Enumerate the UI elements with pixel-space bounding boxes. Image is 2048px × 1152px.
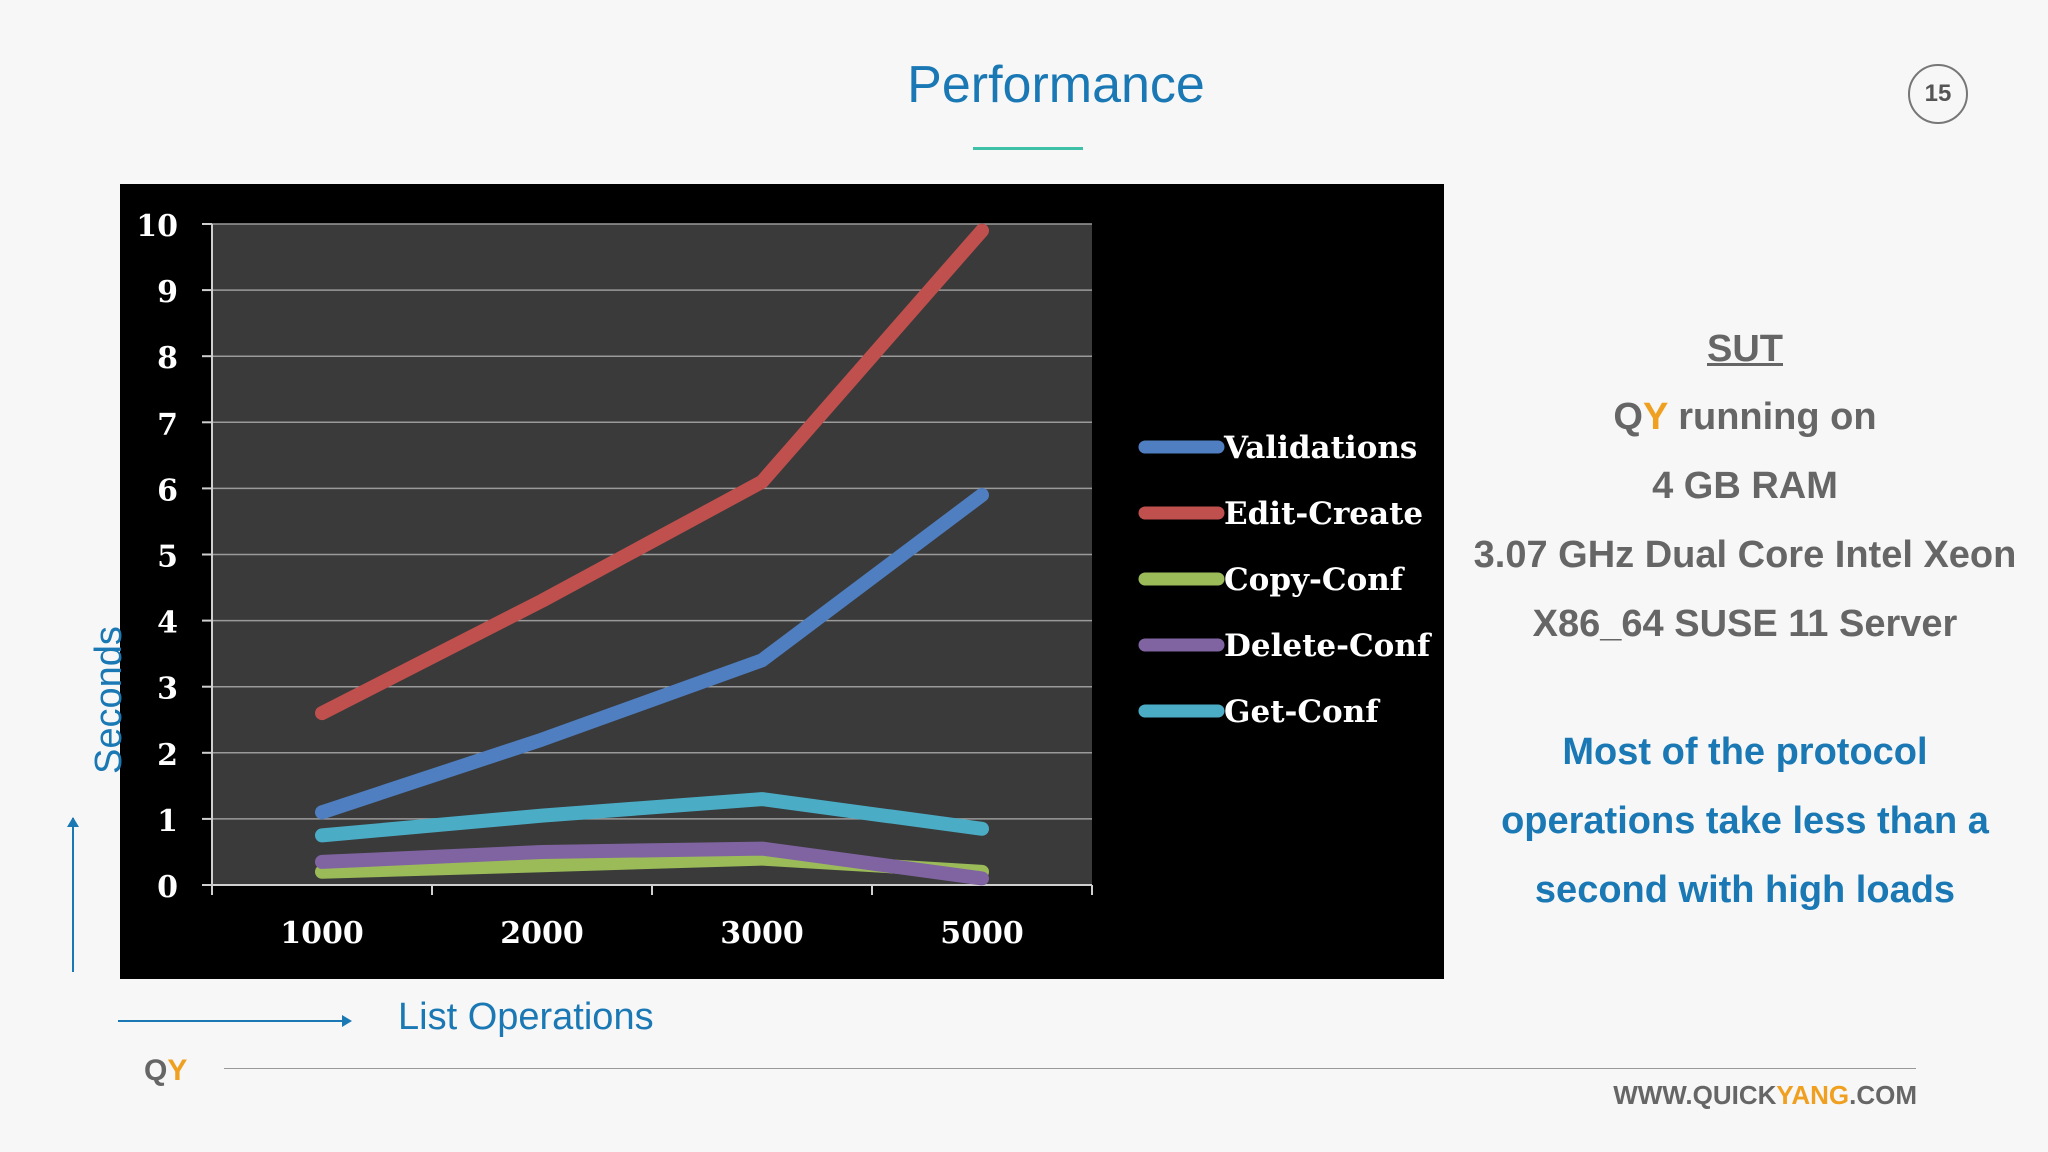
data-point-edit-create (979, 227, 985, 234)
data-point-validations (319, 809, 325, 816)
x-tick-label: 5000 (940, 916, 1024, 951)
x-tick-label: 2000 (500, 916, 584, 951)
footer-logo: QY (144, 1054, 187, 1088)
y-tick-label: 6 (157, 473, 178, 508)
data-point-delete-conf (539, 848, 545, 855)
sut-ram: 4 GB RAM (1652, 465, 1838, 507)
y-tick-label: 8 (157, 341, 178, 376)
data-point-validations (759, 657, 765, 664)
y-tick-label: 10 (136, 209, 178, 244)
legend-label: Copy-Conf (1224, 562, 1405, 598)
series-line-get-conf (315, 792, 989, 843)
legend-label: Edit-Create (1224, 496, 1423, 532)
legend-label: Validations (1223, 430, 1417, 466)
y-tick-label: 0 (157, 870, 178, 905)
data-point-edit-create (539, 597, 545, 604)
brand-q: Q (1613, 396, 1643, 438)
y-tick-label: 7 (157, 407, 178, 442)
series-line-validations (315, 488, 989, 820)
sut-running-text: running on (1667, 396, 1877, 438)
summary-line-3: second with high loads (1534, 869, 1956, 911)
title-underline (973, 147, 1083, 150)
legend-label: Get-Conf (1224, 694, 1380, 730)
data-point-get-conf (539, 812, 545, 819)
summary-note: Most of the protocol operations take les… (1450, 718, 2040, 925)
series-line-delete-conf (315, 841, 989, 886)
slide-title: Performance (907, 56, 1205, 114)
data-point-copy-conf (319, 868, 325, 875)
x-axis-arrow-head (342, 1015, 352, 1027)
data-point-copy-conf (539, 862, 545, 869)
brand-y: Y (1642, 396, 1668, 438)
footer-divider (224, 1068, 1916, 1069)
y-tick-label: 2 (157, 738, 178, 773)
x-axis-title: List Operations (398, 996, 654, 1038)
data-point-get-conf (979, 825, 985, 832)
y-tick-label: 1 (157, 804, 178, 839)
y-tick-label: 5 (157, 540, 178, 575)
data-point-edit-create (319, 710, 325, 717)
y-axis-title: Seconds (40, 624, 130, 774)
footer-url: WWW.QUICKYANG.COM (1613, 1080, 1917, 1111)
footer-logo-q: Q (144, 1054, 168, 1087)
data-point-validations (979, 492, 985, 499)
series-line-edit-create (315, 223, 989, 721)
data-point-get-conf (759, 796, 765, 803)
sut-cpu: 3.07 GHz Dual Core Intel Xeon (1473, 534, 2017, 576)
sut-running-line: QY running on (1450, 396, 2040, 439)
summary-line-1: Most of the protocol (1562, 731, 1928, 773)
y-tick-label: 9 (157, 275, 178, 310)
data-point-delete-conf (759, 845, 765, 852)
x-tick-label: 3000 (720, 916, 804, 951)
chart-panel: 0 1 2 3 4 5 6 7 8 9 10 1000 2000 3000 5000 Validation… (120, 184, 1444, 979)
line-chart: 0 1 2 3 4 5 6 7 8 9 10 1000 2000 3000 5000 Validation… (136, 209, 1432, 951)
y-axis-title-text: Seconds (88, 626, 130, 774)
y-tick-label: 4 (157, 606, 178, 641)
x-tick-label: 1000 (280, 916, 364, 951)
sut-heading: SUT (1707, 328, 1783, 370)
y-axis-arrow (72, 818, 74, 972)
data-point-edit-create (759, 478, 765, 485)
x-axis-arrow (118, 1020, 344, 1022)
data-point-copy-conf (759, 855, 765, 862)
legend-label: Delete-Conf (1224, 628, 1432, 664)
page-number-badge: 15 (1908, 64, 1968, 124)
sut-os: X86_64 SUSE 11 Server (1532, 603, 1958, 645)
data-point-delete-conf (979, 875, 985, 882)
y-axis-arrow-head (67, 817, 79, 827)
footer-url-part-3: .COM (1849, 1080, 1917, 1110)
data-point-validations (539, 736, 545, 743)
footer-url-part-1: WWW.QUICK (1613, 1080, 1777, 1110)
data-point-delete-conf (319, 858, 325, 865)
footer-url-part-2: YANG (1776, 1080, 1850, 1110)
y-tick-label: 3 (157, 672, 178, 707)
footer-logo-y: Y (167, 1054, 188, 1087)
data-point-get-conf (319, 832, 325, 839)
summary-line-2: operations take less than a (1501, 800, 1989, 842)
